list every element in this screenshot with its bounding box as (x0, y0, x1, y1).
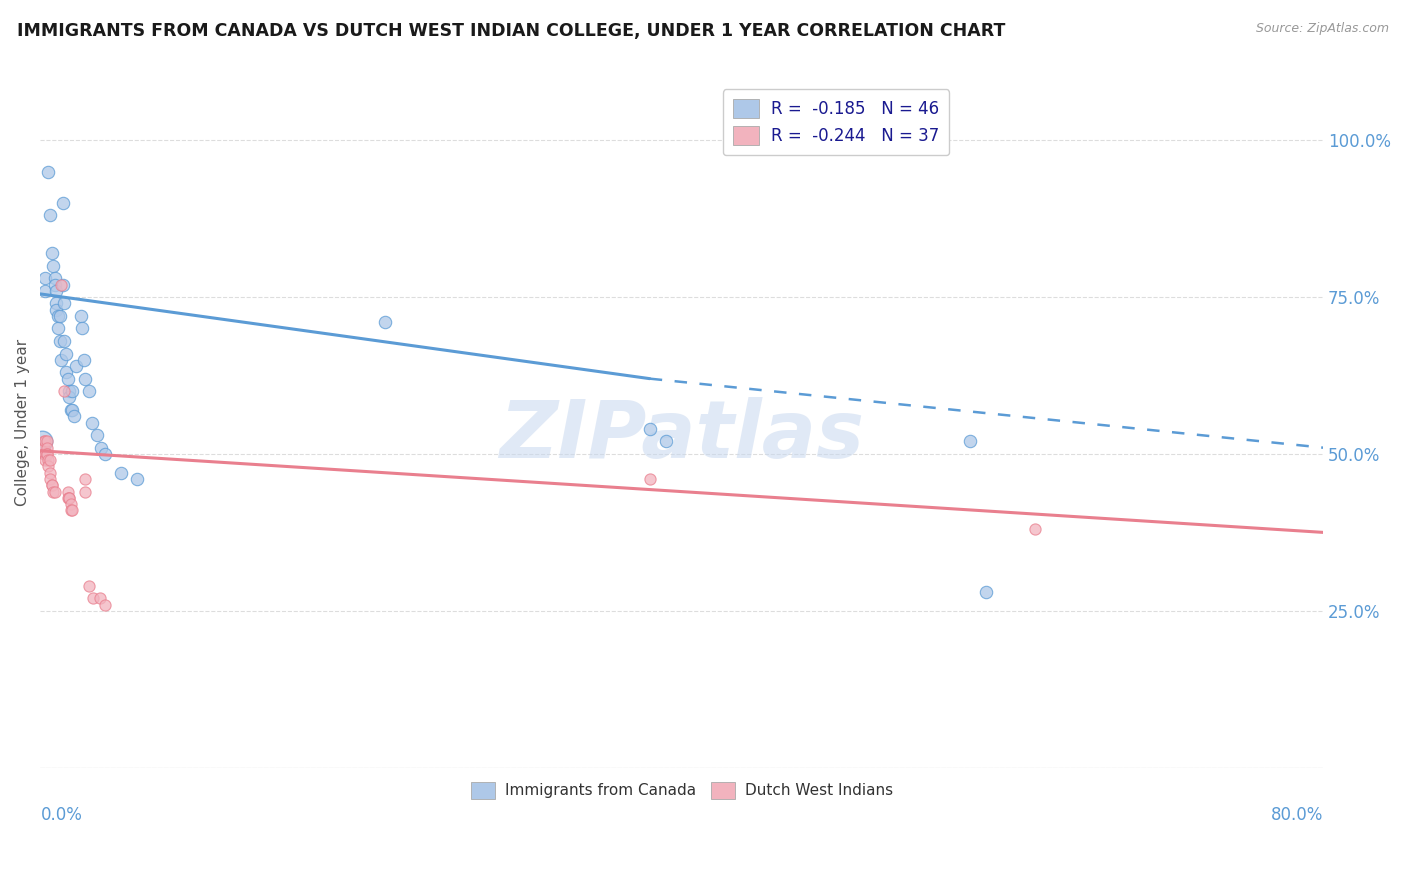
Point (86, 428, 108, 442)
Point (34, 271, 56, 285)
Point (959, 434, 981, 449)
Point (80, 416, 103, 430)
Point (75, 484, 97, 499)
Point (976, 585, 998, 599)
Point (52, 196, 75, 211)
Point (39, 209, 62, 223)
Point (51, 352, 73, 367)
Point (93, 598, 115, 612)
Text: 0.0%: 0.0% (41, 805, 83, 823)
Point (62, 384, 84, 399)
Point (82, 591, 104, 606)
Text: Source: ZipAtlas.com: Source: ZipAtlas.com (1256, 22, 1389, 36)
Point (56, 491, 79, 505)
Point (69, 309, 91, 323)
Point (45, 302, 67, 317)
Point (32, 434, 55, 449)
Point (58, 391, 80, 405)
Point (59, 503, 82, 517)
Point (53, 334, 76, 348)
Point (75, 371, 97, 385)
Point (42, 259, 65, 273)
Point (32, 441, 55, 455)
Point (31, 434, 53, 449)
Point (58, 491, 80, 505)
Point (34, 447, 56, 461)
Point (44, 271, 66, 285)
Text: 80.0%: 80.0% (1271, 805, 1323, 823)
Point (35, 434, 58, 449)
Point (52, 277, 75, 292)
Point (59, 497, 82, 511)
Point (37, 459, 59, 474)
Point (125, 472, 148, 486)
Point (62, 403, 84, 417)
Y-axis label: College, Under 1 year: College, Under 1 year (15, 339, 30, 506)
Point (37, 164, 59, 178)
Point (35, 447, 58, 461)
Point (53, 296, 76, 310)
Point (59, 403, 82, 417)
Point (34, 447, 56, 461)
Point (1024, 522, 1046, 536)
Point (46, 309, 69, 323)
Point (39, 466, 62, 480)
Point (34, 434, 56, 449)
Text: IMMIGRANTS FROM CANADA VS DUTCH WEST INDIAN COLLEGE, UNDER 1 YEAR CORRELATION CH: IMMIGRANTS FROM CANADA VS DUTCH WEST IND… (17, 22, 1005, 40)
Point (53, 384, 76, 399)
Point (45, 284, 67, 298)
Point (63, 409, 86, 424)
Point (77, 579, 100, 593)
Text: ZIPatlas: ZIPatlas (499, 397, 865, 475)
Point (41, 478, 63, 492)
Point (48, 334, 70, 348)
Point (44, 484, 66, 499)
Point (34, 453, 56, 467)
Point (41, 246, 63, 260)
Point (51, 277, 73, 292)
Point (655, 434, 678, 449)
Legend: Immigrants from Canada, Dutch West Indians: Immigrants from Canada, Dutch West India… (461, 772, 901, 808)
Point (58, 491, 80, 505)
Point (75, 472, 97, 486)
Point (56, 371, 79, 385)
Point (638, 422, 661, 436)
Point (55, 346, 77, 360)
Point (93, 447, 115, 461)
Point (374, 315, 396, 329)
Point (34, 284, 56, 298)
Point (55, 365, 77, 379)
Point (39, 453, 62, 467)
Point (39, 472, 62, 486)
Point (90, 441, 112, 455)
Point (70, 321, 93, 335)
Point (45, 296, 67, 310)
Point (32, 447, 55, 461)
Point (73, 352, 96, 367)
Point (56, 484, 79, 499)
Point (44, 277, 66, 292)
Point (41, 478, 63, 492)
Point (62, 503, 84, 517)
Point (89, 591, 111, 606)
Point (110, 466, 132, 480)
Point (65, 359, 87, 373)
Point (35, 447, 58, 461)
Point (638, 472, 661, 486)
Point (46, 321, 69, 335)
Point (48, 309, 70, 323)
Point (58, 384, 80, 399)
Point (42, 484, 65, 499)
Point (77, 384, 100, 399)
Point (35, 441, 58, 455)
Point (37, 453, 59, 467)
